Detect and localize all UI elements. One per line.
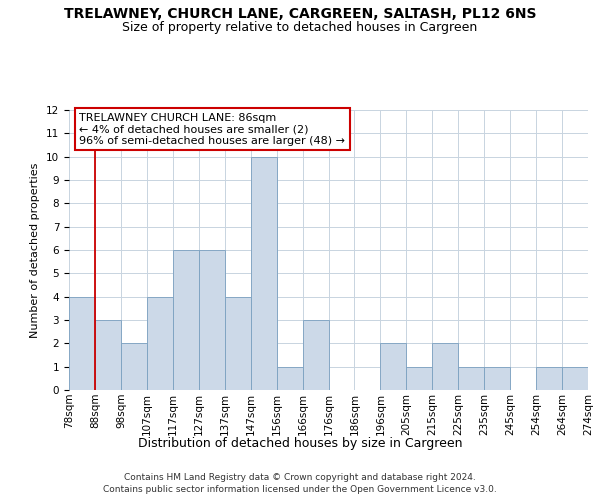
Text: Contains HM Land Registry data © Crown copyright and database right 2024.: Contains HM Land Registry data © Crown c… <box>124 472 476 482</box>
Text: Distribution of detached houses by size in Cargreen: Distribution of detached houses by size … <box>138 438 462 450</box>
Bar <box>251 156 277 390</box>
Bar <box>69 296 95 390</box>
Bar <box>95 320 121 390</box>
Text: Contains public sector information licensed under the Open Government Licence v3: Contains public sector information licen… <box>103 485 497 494</box>
Bar <box>562 366 588 390</box>
Y-axis label: Number of detached properties: Number of detached properties <box>31 162 40 338</box>
Bar <box>380 344 406 390</box>
Bar <box>225 296 251 390</box>
Bar <box>277 366 302 390</box>
Bar <box>433 344 458 390</box>
Text: Size of property relative to detached houses in Cargreen: Size of property relative to detached ho… <box>122 21 478 34</box>
Bar <box>173 250 199 390</box>
Bar <box>121 344 147 390</box>
Text: TRELAWNEY CHURCH LANE: 86sqm
← 4% of detached houses are smaller (2)
96% of semi: TRELAWNEY CHURCH LANE: 86sqm ← 4% of det… <box>79 113 346 146</box>
Bar <box>458 366 484 390</box>
Text: TRELAWNEY, CHURCH LANE, CARGREEN, SALTASH, PL12 6NS: TRELAWNEY, CHURCH LANE, CARGREEN, SALTAS… <box>64 8 536 22</box>
Bar <box>147 296 173 390</box>
Bar <box>302 320 329 390</box>
Bar <box>406 366 432 390</box>
Bar <box>536 366 562 390</box>
Bar <box>199 250 224 390</box>
Bar <box>484 366 510 390</box>
